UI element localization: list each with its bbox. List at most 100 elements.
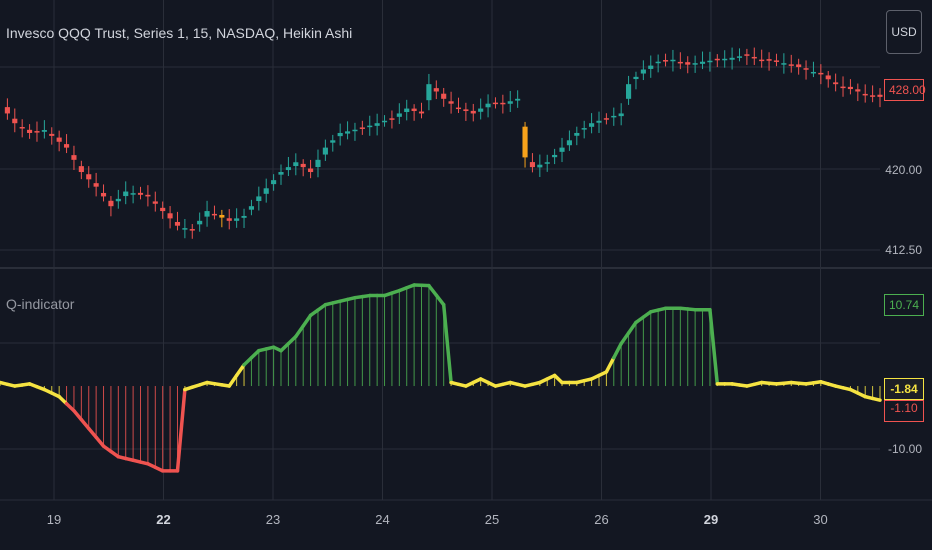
candle-body <box>19 127 25 129</box>
candle-body <box>788 64 794 66</box>
indicator-line-segment <box>434 293 446 307</box>
indicator-line-segment <box>86 426 98 440</box>
candle-body <box>492 102 499 105</box>
indicator-line-segment <box>301 313 313 328</box>
indicator-upper-badge: 10.74 <box>884 294 924 316</box>
time-label-29: 29 <box>703 512 719 527</box>
candle-body <box>870 95 876 97</box>
indicator-line-segment <box>94 435 106 448</box>
candle-body <box>315 159 321 168</box>
candle-body <box>537 164 543 168</box>
candle-body <box>359 127 365 129</box>
indicator-line <box>0 283 882 473</box>
candle-body <box>145 194 151 197</box>
currency-button[interactable]: USD <box>886 10 922 54</box>
candle-body <box>271 180 277 185</box>
candle-body <box>803 68 809 70</box>
indicator-tick-minus10: -10.00 <box>887 442 922 456</box>
candle-body <box>137 192 144 195</box>
candle-body <box>226 218 232 221</box>
indicator-line-segment <box>626 320 638 335</box>
candle-body <box>41 130 47 132</box>
time-label-22: 22 <box>156 512 171 527</box>
candle-body <box>160 207 166 212</box>
candle-body <box>381 120 388 123</box>
candle-body <box>692 63 698 65</box>
candle-body <box>655 61 661 64</box>
candle-body <box>56 137 62 142</box>
price-tick-420: 420.00 <box>885 163 922 177</box>
indicator-lower-badge: -1.10 <box>884 400 924 422</box>
candle-body <box>699 61 706 64</box>
candle-body <box>219 214 225 218</box>
candle-body <box>818 72 824 75</box>
indicator-line-segment <box>870 396 882 402</box>
candle-body <box>544 162 550 164</box>
candle-body <box>174 221 181 226</box>
candle-body <box>640 69 646 74</box>
candle-body <box>766 59 772 61</box>
candle-body <box>847 86 853 90</box>
indicator-title: Q-indicator <box>6 296 75 312</box>
indicator-line-segment <box>294 324 305 339</box>
candle-body <box>677 61 683 64</box>
candle-body <box>478 108 484 112</box>
candle-body <box>418 111 425 114</box>
price-tick-412: 412.50 <box>885 243 922 257</box>
candle-body <box>751 56 757 59</box>
indicator-line-segment <box>604 356 616 374</box>
candle-body <box>389 118 395 120</box>
candle-body <box>130 193 136 195</box>
candle-body <box>197 220 203 225</box>
candle-body <box>581 128 587 130</box>
candle-body <box>833 82 839 85</box>
candle-body <box>241 215 247 218</box>
candle-body <box>840 86 846 89</box>
candle-body <box>93 183 99 187</box>
candle-body <box>344 131 351 134</box>
candle-body <box>722 58 728 61</box>
time-label-19: 19 <box>46 512 62 527</box>
candle-body <box>707 60 713 63</box>
candle-body <box>204 211 210 217</box>
candle-body <box>256 196 262 202</box>
time-label-26: 26 <box>594 512 609 527</box>
indicator-line-segment <box>427 283 439 297</box>
candle-body <box>507 101 513 104</box>
candle-body <box>759 59 765 62</box>
candle-body <box>152 201 158 204</box>
candle-body <box>108 200 114 207</box>
candle-body <box>670 59 676 62</box>
candle-body <box>300 163 306 168</box>
candle-body <box>263 188 269 194</box>
time-label-24: 24 <box>375 512 390 527</box>
candle-body <box>714 58 720 61</box>
price-candles <box>4 47 883 239</box>
candle-body <box>729 57 735 60</box>
candle-body <box>337 132 343 137</box>
candle-body <box>248 206 254 210</box>
candle-body <box>278 172 284 175</box>
candle-body <box>626 84 632 99</box>
time-label-30: 30 <box>813 512 828 527</box>
chart-title: Invesco QQQ Trust, Series 1, 15, NASDAQ,… <box>6 25 353 41</box>
candle-body <box>396 113 402 117</box>
candle-body <box>781 63 787 65</box>
candle-body <box>374 123 380 126</box>
candle-body <box>189 229 195 231</box>
candle-body <box>12 118 18 124</box>
time-label-23: 23 <box>265 512 281 527</box>
candle-body <box>596 120 602 123</box>
candle-body <box>855 89 861 92</box>
candle-body <box>71 155 77 160</box>
candle-body <box>34 131 40 133</box>
candle-body <box>611 115 617 118</box>
candle-body <box>441 93 447 99</box>
candle-body <box>485 103 491 108</box>
candle-body <box>115 198 121 202</box>
candle-body <box>234 218 240 221</box>
current-price-badge: 428.00 <box>884 79 926 101</box>
indicator-line-segment <box>619 331 631 346</box>
candle-body <box>293 162 299 167</box>
